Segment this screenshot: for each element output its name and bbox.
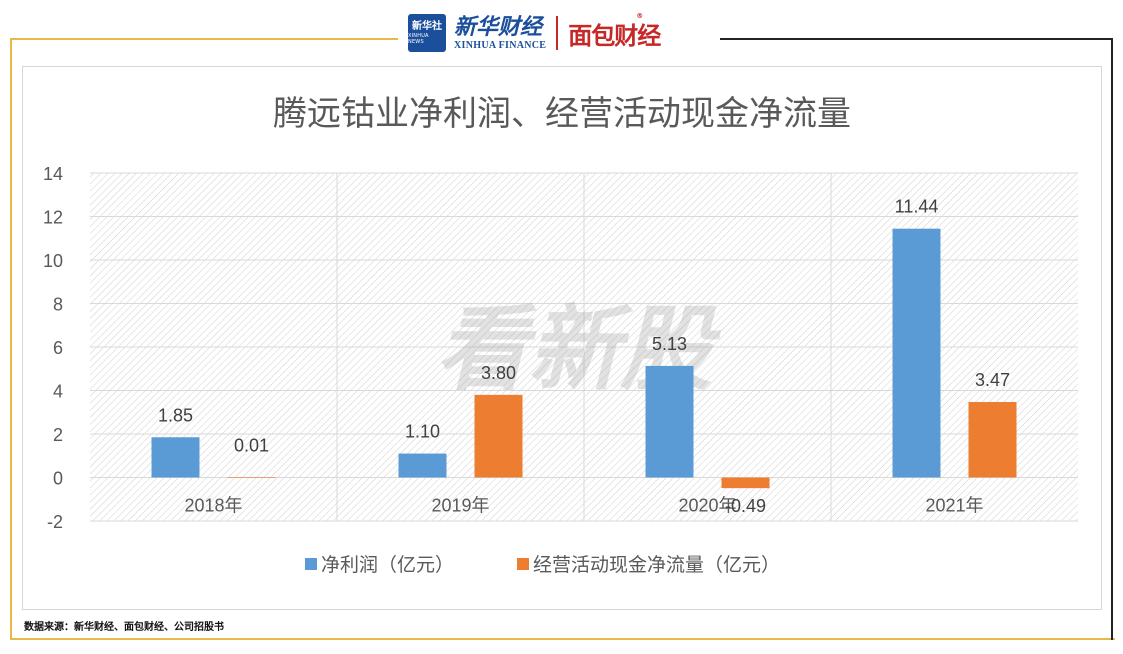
bar-operating-cash-flow-2	[721, 477, 770, 489]
xinhua-finance-en: XINHUA FINANCE	[454, 40, 547, 51]
data-label: 1.10	[405, 422, 440, 442]
header-separator	[556, 16, 559, 50]
xinhua-logo-cn: 新华社	[412, 21, 442, 32]
frame-top-right-line	[720, 38, 1113, 40]
mianbao-text: 面包财经	[568, 21, 661, 50]
x-tick-label: 2020年	[678, 496, 736, 516]
y-tick-label: 4	[53, 382, 63, 402]
data-label: 5.13	[652, 334, 687, 354]
bar-net-profit-0	[151, 437, 200, 478]
mianbao-logo: 面包财经 ®	[568, 12, 661, 51]
bar-operating-cash-flow-3	[968, 402, 1017, 478]
bar-operating-cash-flow-0	[227, 477, 276, 478]
xinhua-finance-cn: 新华财经	[454, 14, 543, 40]
legend-swatch-net-profit	[305, 558, 317, 570]
data-label: 3.47	[975, 370, 1010, 390]
data-labels: 1.85 0.01 1.10 3.80 5.13 -0.49 11.44 3.47	[158, 197, 1010, 516]
header-logos: 新华社 XINHUA NEWS 新华财经 XINHUA FINANCE 面包财经…	[408, 6, 718, 60]
frame-right-line	[1111, 38, 1113, 640]
bar-net-profit-1	[398, 453, 447, 478]
frame-top-left-line	[10, 38, 398, 40]
x-tick-label: 2018年	[184, 496, 242, 516]
legend-label: 净利润（亿元）	[321, 554, 454, 576]
y-tick-label: -2	[47, 512, 63, 532]
x-tick-label: 2021年	[925, 496, 983, 516]
chart-title: 腾远钴业净利润、经营活动现金净流量	[273, 95, 851, 133]
xinhua-finance-logo: 新华财经 XINHUA FINANCE	[454, 14, 546, 52]
legend: 净利润（亿元） 经营活动现金净流量（亿元）	[305, 554, 780, 576]
data-label: 11.44	[895, 197, 939, 217]
frame-bottom-line	[10, 638, 1115, 640]
data-label: 3.80	[481, 363, 516, 383]
x-tick-label: 2019年	[431, 496, 489, 516]
legend-swatch-operating-cash-flow	[517, 558, 529, 570]
y-tick-label: 0	[53, 469, 63, 489]
bars	[151, 228, 1017, 489]
mianbao-registered-mark: ®	[636, 11, 643, 20]
bar-net-profit-3	[892, 228, 941, 478]
legend-label: 经营活动现金净流量（亿元）	[533, 554, 780, 576]
y-tick-label: 12	[43, 208, 63, 228]
frame-left-line	[10, 38, 12, 640]
x-axis: 2018年 2019年 2020年 2021年	[184, 496, 983, 516]
data-label: 1.85	[158, 405, 193, 425]
y-tick-label: 14	[43, 164, 63, 184]
xinhua-news-logo: 新华社 XINHUA NEWS	[408, 14, 446, 52]
y-tick-label: 2	[53, 425, 63, 445]
y-tick-label: 8	[53, 295, 63, 315]
source-note: 数据来源：新华财经、面包财经、公司招股书	[24, 622, 224, 633]
data-label: -0.49	[725, 496, 766, 516]
chart-container: 腾远钴业净利润、经营活动现金净流量 看新股 -2 0 2 4 6 8 10 12 14 2018…	[22, 66, 1102, 610]
data-label: 0.01	[234, 436, 269, 456]
y-tick-label: 6	[53, 338, 63, 358]
bar-net-profit-2	[645, 365, 694, 478]
y-tick-label: 10	[43, 251, 63, 271]
xinhua-logo-en: XINHUA NEWS	[408, 33, 429, 45]
y-axis: -2 0 2 4 6 8 10 12 14	[43, 164, 63, 532]
bar-operating-cash-flow-1	[474, 394, 523, 478]
